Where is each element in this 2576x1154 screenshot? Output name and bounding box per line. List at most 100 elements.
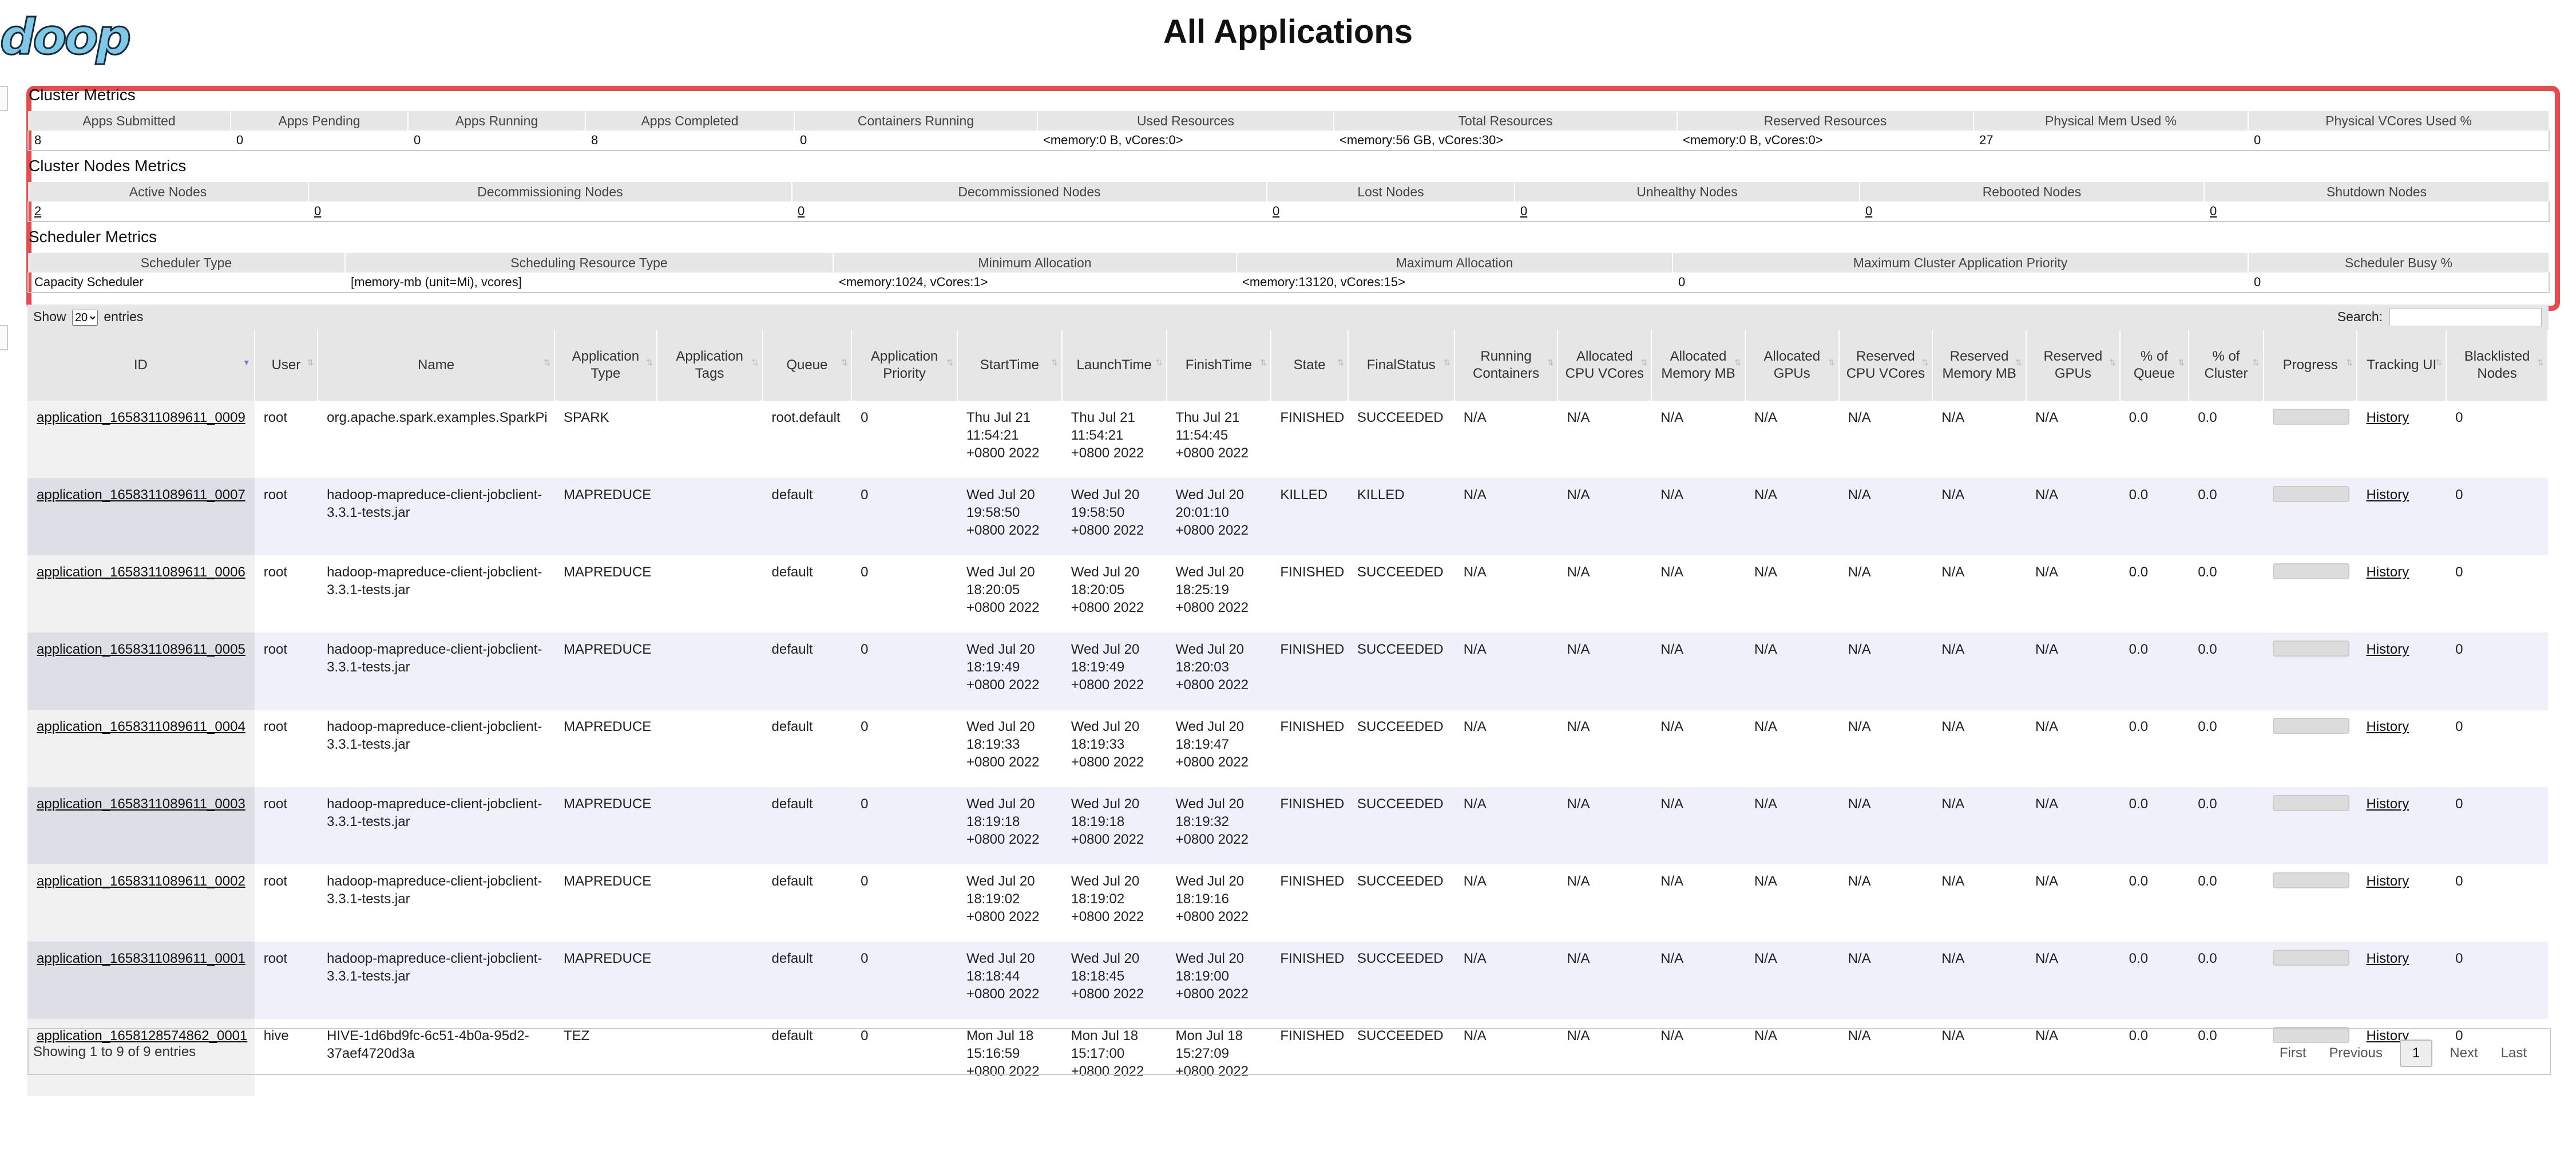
cell-user: root [254,555,318,633]
application-id-link[interactable]: application_1658311089611_0009 [37,410,245,425]
cell-blacklisted: 0 [2446,633,2548,710]
column-header-label: Reserved Memory MB [1942,349,2016,381]
search-input[interactable] [2389,308,2542,326]
hadoop-logo[interactable]: doop [0,9,132,66]
cell-pqueue: 0.0 [2119,864,2189,942]
application-id-link[interactable]: application_1658311089611_0005 [37,642,245,657]
cell-name: HIVE-1d6bd9fc-6c51-4b0a-95d2-37aef4720d3… [318,1019,554,1096]
history-link[interactable]: History [2366,719,2409,734]
last-page-button[interactable]: Last [2500,1045,2527,1061]
scheduler-busy-value: 0 [2248,272,2550,293]
cell-amem: N/A [1651,401,1745,478]
cell-state: FINISHED [1271,401,1348,478]
history-link[interactable]: History [2366,564,2409,580]
cell-launch: Thu Jul 21 11:54:21 +0800 2022 [1061,401,1167,478]
cell-queue: default [762,633,852,710]
column-header-allocated-cpu-vcores[interactable]: Allocated CPU VCores ⇅ [1558,330,1652,401]
total-resources-value: <memory:56 GB, vCores:30> [1334,131,1677,151]
column-header-queue[interactable]: Queue ⇅ [762,330,853,401]
cell-state: FINISHED [1271,633,1348,710]
cell-id: application_1658311089611_0004 [27,710,255,787]
cell-id: application_1658128574862_0001 [27,1019,255,1096]
cell-state: KILLED [1271,478,1348,555]
decommissioning-nodes-link[interactable]: 0 [314,204,322,218]
column-header-reserved-gpus[interactable]: Reserved GPUs ⇅ [2026,330,2121,401]
history-link[interactable]: History [2366,796,2409,812]
cell-pqueue: 0.0 [2119,710,2189,787]
column-header-finishtime[interactable]: FinishTime ⇅ [1166,330,1272,401]
column-header-user[interactable]: User ⇅ [254,330,319,401]
cell-blacklisted: 0 [2446,401,2548,478]
column-header-application-tags[interactable]: Application Tags ⇅ [656,330,763,401]
first-page-button[interactable]: First [2279,1045,2306,1061]
cell-start: Wed Jul 20 18:18:44 +0800 2022 [957,942,1062,1019]
column-header-progress[interactable]: Progress ⇅ [2263,330,2358,401]
cell-rgpu: N/A [2026,401,2120,478]
reserved-resources-header: Reserved Resources [1677,111,1974,131]
previous-page-button[interactable]: Previous [2329,1045,2383,1061]
column-header-starttime[interactable]: StartTime ⇅ [957,330,1063,401]
column-header-running-containers[interactable]: Running Containers ⇅ [1454,330,1559,401]
application-id-link[interactable]: application_1658311089611_0004 [37,719,245,734]
application-id-link[interactable]: application_1658311089611_0002 [37,874,245,889]
cell-blacklisted: 0 [2446,555,2548,633]
cell-rmem: N/A [1932,401,2026,478]
column-header-blacklisted-nodes[interactable]: Blacklisted Nodes ⇅ [2446,330,2549,401]
cell-final: SUCCEEDED [1348,633,1455,710]
history-link[interactable]: History [2366,642,2409,657]
column-header-reserved-memory-mb[interactable]: Reserved Memory MB ⇅ [1932,330,2027,401]
application-id-link[interactable]: application_1658311089611_0001 [37,951,245,966]
scheduling-resource-type-value: [memory-mb (unit=Mi), vcores] [345,272,833,293]
page-1-button[interactable]: 1 [2399,1040,2433,1067]
column-header-tracking-ui[interactable]: Tracking UI ⇅ [2357,330,2447,401]
cell-progress [2263,478,2357,555]
cell-start: Thu Jul 21 11:54:21 +0800 2022 [957,401,1062,478]
cell-agpu: N/A [1745,864,1839,942]
cell-name: hadoop-mapreduce-client-jobclient-3.3.1-… [318,864,554,942]
column-header-name[interactable]: Name ⇅ [318,330,555,401]
column-header-allocated-memory-mb[interactable]: Allocated Memory MB ⇅ [1651,330,1746,401]
cell-finish: Thu Jul 21 11:54:45 +0800 2022 [1166,401,1271,478]
column-header-state[interactable]: State ⇅ [1271,330,1349,401]
entries-select[interactable]: 20 [72,310,98,326]
cell-amem: N/A [1651,864,1745,942]
cell-tracking: History [2357,555,2447,633]
column-header-application-priority[interactable]: Application Priority ⇅ [851,330,958,401]
unhealthy-nodes-link[interactable]: 0 [1520,204,1528,218]
active-nodes-link[interactable]: 2 [34,204,42,218]
column-header-id[interactable]: ID ▼ [27,330,255,401]
column-header-finalstatus[interactable]: FinalStatus ⇅ [1348,330,1455,401]
cell-id: application_1658311089611_0003 [27,787,255,864]
column-header-of-cluster[interactable]: % of Cluster ⇅ [2189,330,2264,401]
sidebar-toggle[interactable] [0,86,8,111]
history-link[interactable]: History [2366,410,2409,425]
column-header-of-queue[interactable]: % of Queue ⇅ [2119,330,2190,401]
lost-nodes-link[interactable]: 0 [1273,204,1280,218]
column-header-reserved-cpu-vcores[interactable]: Reserved CPU VCores ⇅ [1838,330,1933,401]
column-header-allocated-gpus[interactable]: Allocated GPUs ⇅ [1745,330,1840,401]
cell-tracking: History [2357,787,2447,864]
application-id-link[interactable]: application_1658311089611_0007 [37,487,245,503]
rebooted-nodes-link[interactable]: 0 [1865,204,1873,218]
history-link[interactable]: History [2366,487,2409,503]
column-header-application-type[interactable]: Application Type ⇅ [554,330,657,401]
cell-type: MAPREDUCE [554,864,657,942]
application-id-link[interactable]: application_1658128574862_0001 [37,1028,248,1044]
cell-tags [656,555,763,633]
application-id-link[interactable]: application_1658311089611_0003 [37,796,245,812]
cell-tags [656,787,763,864]
cell-priority: 0 [851,401,957,478]
sort-icon: ⇅ [1734,358,1741,367]
column-header-launchtime[interactable]: LaunchTime ⇅ [1061,330,1167,401]
decommissioned-nodes-link[interactable]: 0 [798,204,805,218]
cell-type: SPARK [554,401,657,478]
next-page-button[interactable]: Next [2450,1045,2478,1061]
nodes-metrics-label: Cluster Nodes Metrics [29,157,187,175]
sort-icon: ⇅ [1260,358,1267,367]
application-id-link[interactable]: application_1658311089611_0006 [37,564,245,580]
cell-running: N/A [1454,478,1558,555]
shutdown-nodes-link[interactable]: 0 [2210,204,2217,218]
history-link[interactable]: History [2366,874,2409,889]
history-link[interactable]: History [2366,951,2409,966]
cell-name: hadoop-mapreduce-client-jobclient-3.3.1-… [318,787,554,864]
